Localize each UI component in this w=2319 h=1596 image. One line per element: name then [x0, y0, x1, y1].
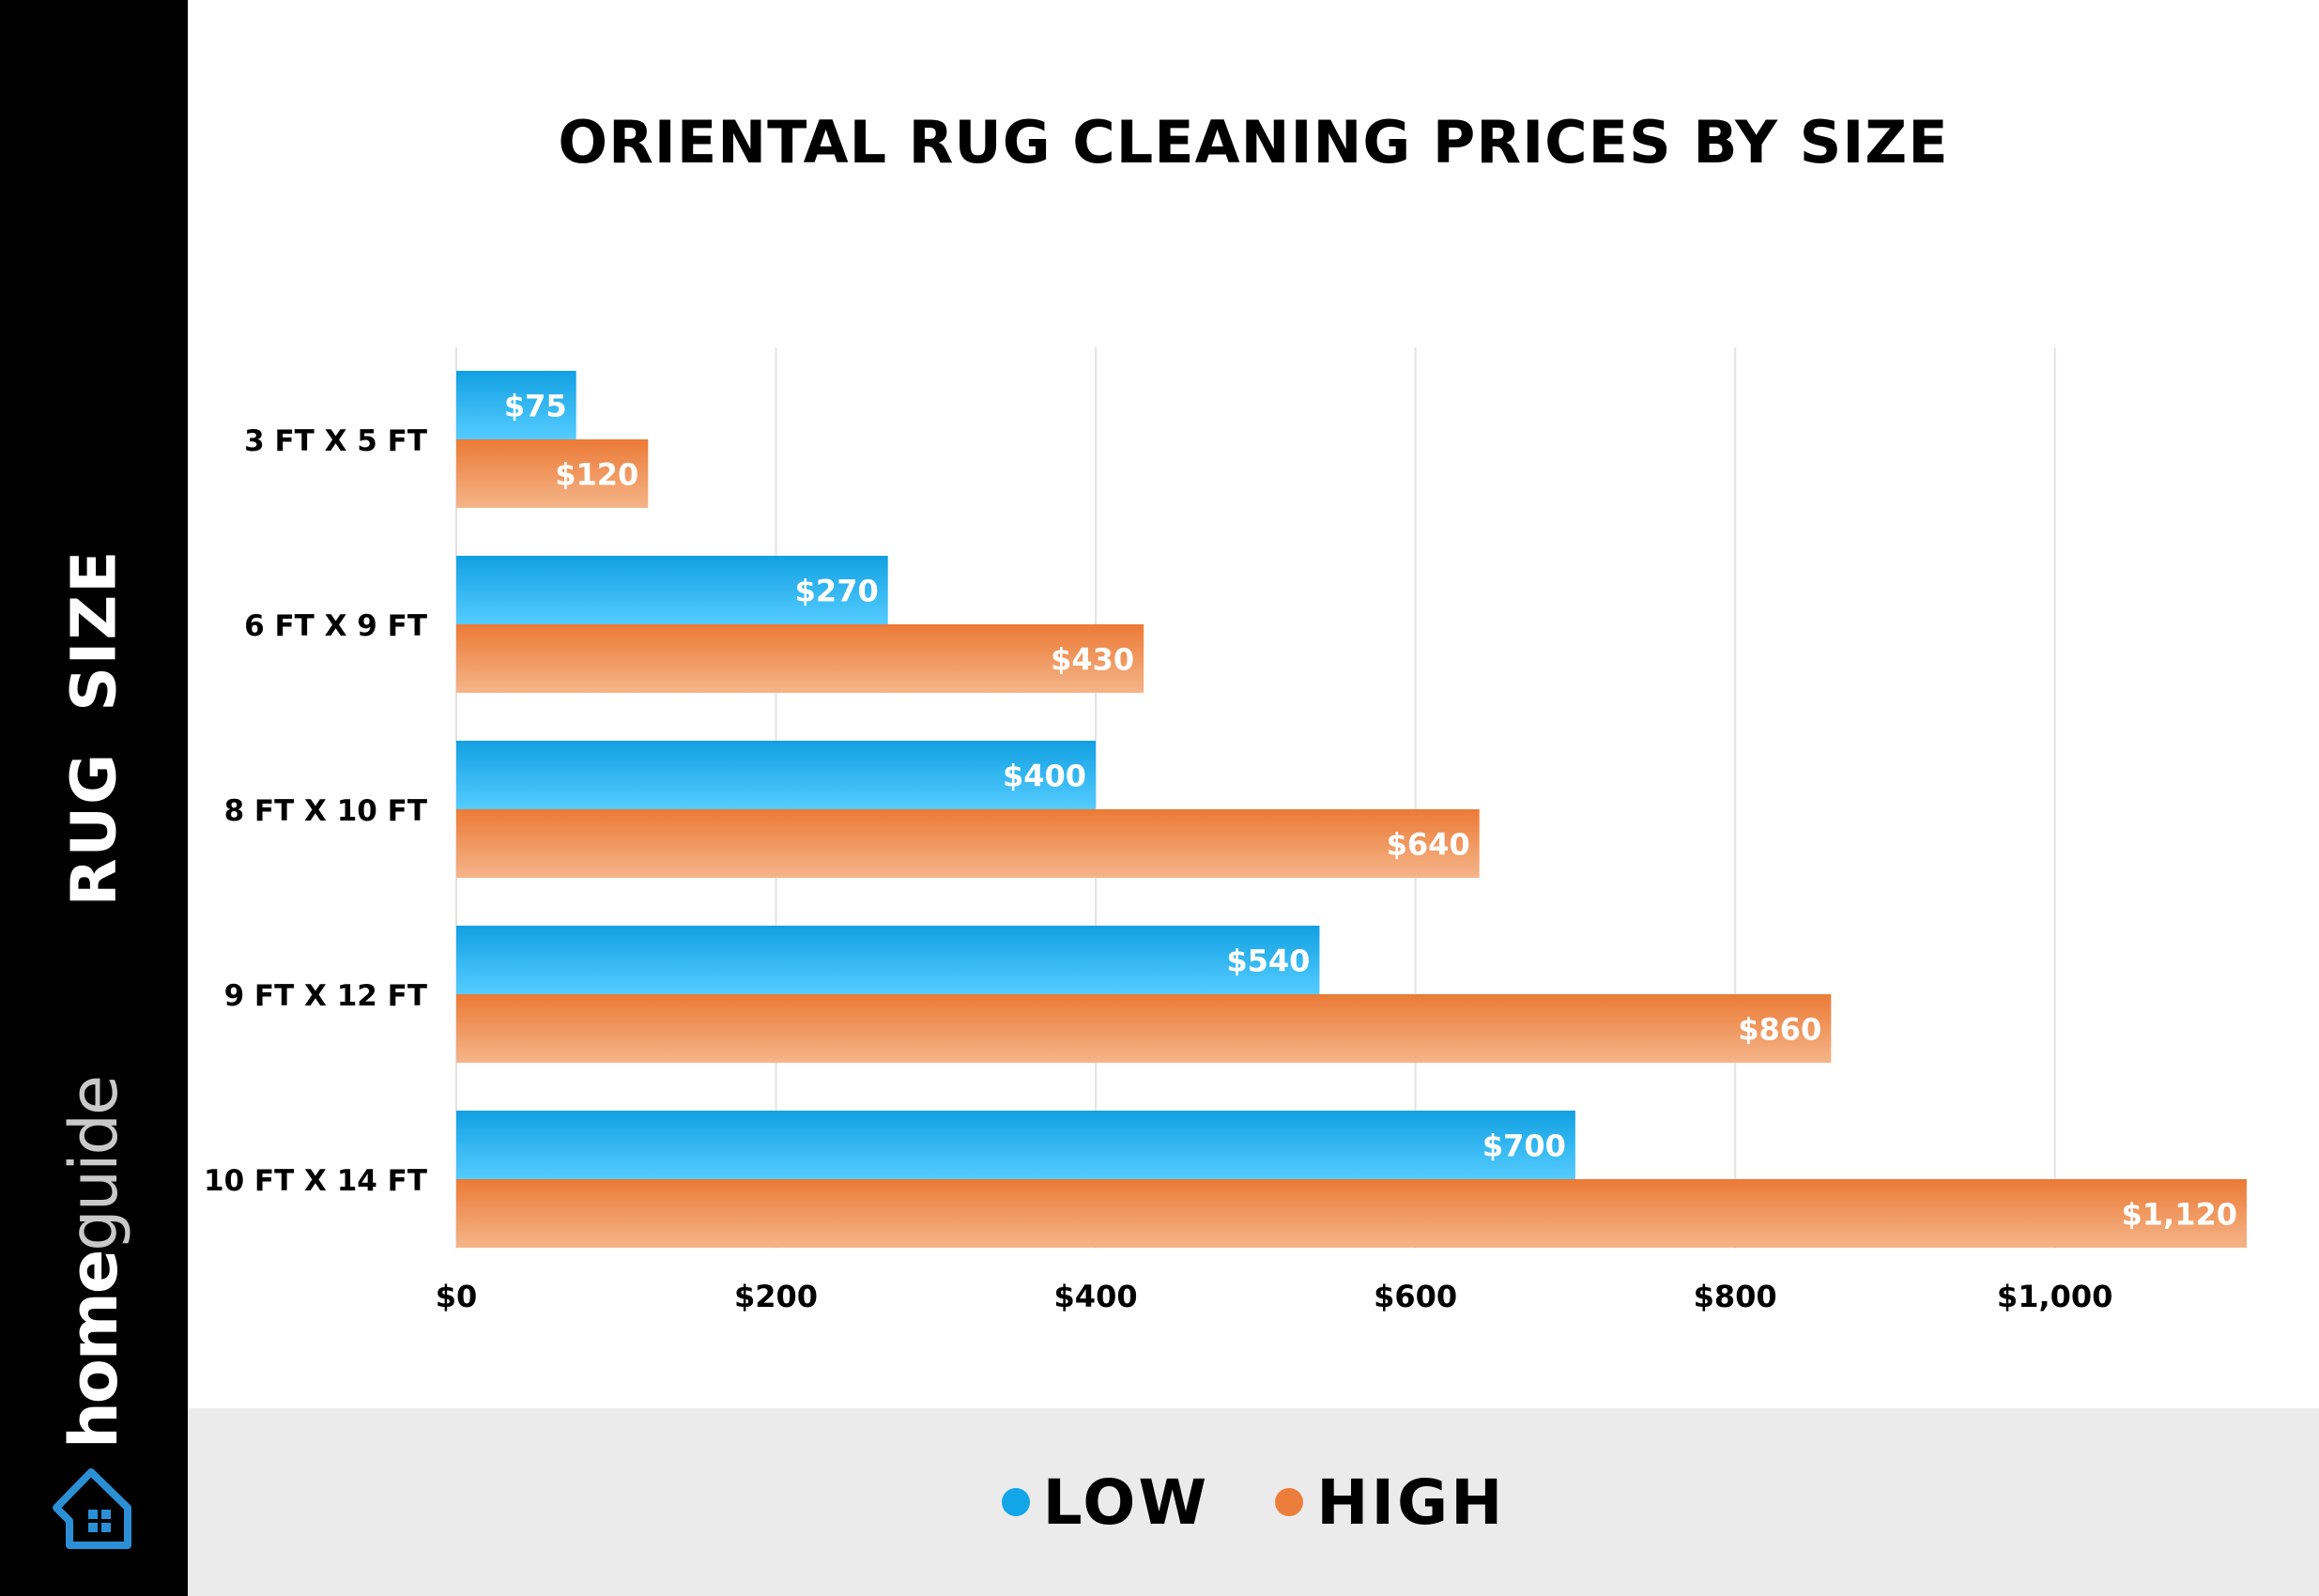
category-label: 6 FT X 9 FT [244, 609, 427, 643]
x-axis-tick-labels: $0 $200 $400 $600 $800 $1,000 [436, 1279, 2113, 1314]
legend-dot-low [1001, 1488, 1030, 1516]
legend-label-low: LOW [1042, 1466, 1210, 1539]
bar-low [456, 371, 576, 439]
brand-logo-text: homeguide [55, 1077, 132, 1449]
bar-high [456, 624, 1144, 693]
data-label-high: $640 [1387, 827, 1470, 863]
legend: LOW HIGH [188, 1408, 2319, 1596]
legend-label-high: HIGH [1316, 1466, 1506, 1539]
bars: $75 $120 $270 $430 $400 $640 $540 $860 $700 $1,12… [456, 371, 2247, 1248]
house-icon [53, 1468, 131, 1549]
brand-name-part2: guide [55, 1076, 132, 1251]
data-label-low: $75 [504, 389, 567, 424]
category-label: 9 FT X 12 FT [224, 979, 427, 1013]
legend-band: LOW HIGH [188, 1408, 2319, 1596]
bar-low [456, 741, 1097, 809]
y-axis-title: RUG SIZE [57, 548, 131, 907]
legend-item-low: LOW [1001, 1466, 1210, 1539]
category-label: 10 FT X 14 FT [204, 1164, 427, 1198]
data-label-high: $430 [1051, 642, 1134, 678]
bar-high [456, 1179, 2247, 1248]
bar-low [456, 926, 1320, 994]
x-tick-label: $200 [734, 1279, 818, 1314]
x-tick-label: $1,000 [1997, 1279, 2112, 1314]
category-label: 8 FT X 10 FT [224, 794, 427, 828]
brand-name-part1: home [55, 1251, 132, 1450]
data-label-high: $1,120 [2122, 1197, 2237, 1233]
legend-item-high: HIGH [1275, 1466, 1505, 1539]
category-label: 3 FT X 5 FT [244, 424, 427, 458]
data-label-low: $700 [1482, 1128, 1566, 1164]
x-tick-label: $400 [1054, 1279, 1138, 1314]
legend-dot-high [1275, 1488, 1304, 1516]
bar-high [456, 439, 649, 508]
data-label-high: $860 [1738, 1012, 1821, 1048]
x-tick-label: $600 [1374, 1279, 1457, 1314]
bar-high [456, 994, 1832, 1063]
data-label-low: $270 [795, 574, 879, 609]
bar-low [456, 556, 888, 624]
bar-chart: $75 $120 $270 $430 $400 $640 $540 $860 $700 $1,12… [204, 347, 2247, 1314]
data-label-low: $540 [1226, 944, 1310, 979]
category-labels: 3 FT X 5 FT 6 FT X 9 FT 8 FT X 10 FT 9 FT X… [204, 424, 427, 1198]
bar-low [456, 1111, 1575, 1179]
chart-title: ORIENTAL RUG CLEANING PRICES BY SIZE [558, 108, 1949, 176]
data-label-low: $400 [1003, 759, 1086, 794]
bar-high [456, 809, 1480, 878]
x-tick-label: $0 [436, 1279, 478, 1314]
x-tick-label: $800 [1694, 1279, 1777, 1314]
data-label-high: $120 [555, 457, 638, 493]
sidebar: RUG SIZE homeguide [0, 0, 188, 1596]
